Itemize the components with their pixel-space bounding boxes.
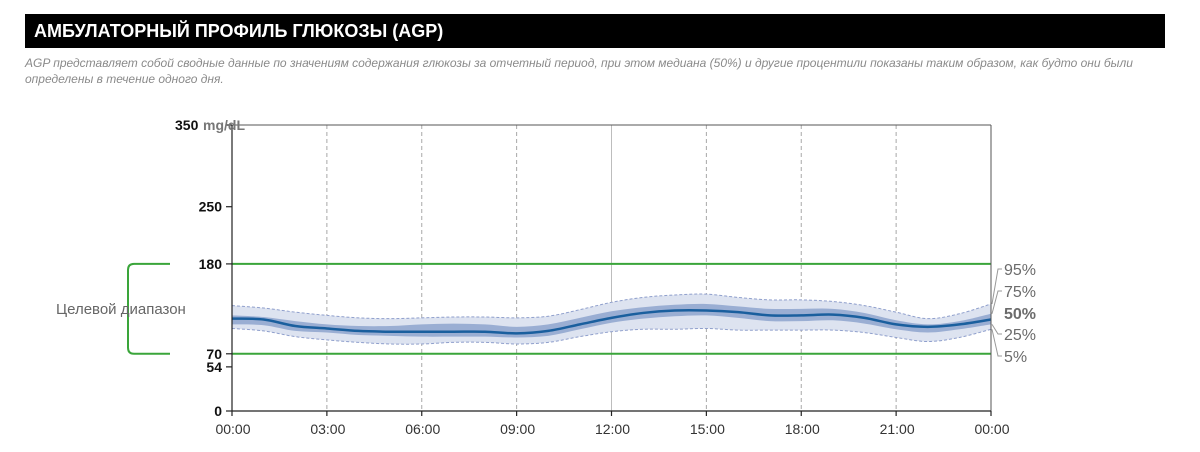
x-tick-label: 00:00 [974, 421, 1009, 437]
percentile-label-5: 5% [1004, 349, 1027, 366]
target-range-bracket [127, 262, 170, 355]
percentile-connector [991, 329, 1002, 357]
x-tick-label: 15:00 [690, 421, 725, 437]
percentile-connector [991, 324, 1002, 335]
y-tick-label: 180 [199, 256, 223, 272]
y-tick-label: 350 [175, 117, 199, 133]
target-range-label: Целевой диапазон [56, 301, 186, 318]
section-title: АМБУЛАТОРНЫЙ ПРОФИЛЬ ГЛЮКОЗЫ (AGP) [25, 14, 1165, 48]
percentile-label-95: 95% [1004, 262, 1036, 279]
band-25-75 [232, 303, 991, 338]
x-tick-label: 06:00 [405, 421, 440, 437]
percentile-label-25: 25% [1004, 327, 1036, 344]
x-tick-label: 12:00 [595, 421, 630, 437]
x-tick-label: 00:00 [215, 421, 250, 437]
y-tick-label: 250 [199, 199, 223, 215]
x-tick-label: 03:00 [310, 421, 345, 437]
y-tick-label: 0 [214, 403, 222, 419]
percentile-connector [991, 290, 1002, 314]
y-tick-label: 54 [206, 359, 222, 375]
x-tick-label: 18:00 [785, 421, 820, 437]
series-line-95 [231, 293, 992, 320]
x-tick-label: 09:00 [500, 421, 535, 437]
section-description: AGP представляет собой сводные данные по… [25, 56, 1133, 86]
series-line-5 [231, 327, 992, 345]
y-tick-label: 70 [206, 346, 222, 362]
percentile-label-75: 75% [1004, 284, 1036, 301]
y-axis-unit: mg/dL [203, 117, 245, 133]
x-tick-label: 21:00 [880, 421, 915, 437]
series-line-50 [231, 308, 992, 335]
percentile-label-50: 50% [1004, 306, 1036, 323]
percentile-connector [991, 268, 1002, 305]
